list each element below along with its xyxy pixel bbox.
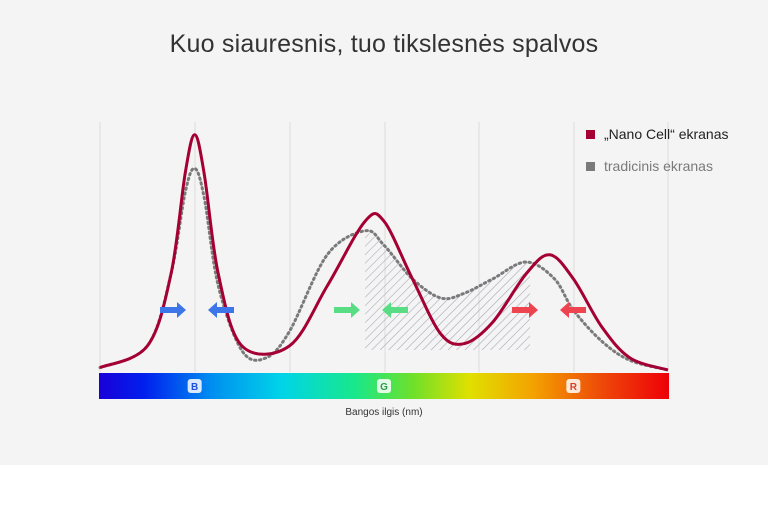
- legend-label-nano: „Nano Cell“ ekranas: [604, 126, 729, 142]
- arrow-left-red: [560, 302, 586, 318]
- legend-label-traditional: tradicinis ekranas: [604, 158, 713, 174]
- band-label-box-r: [566, 379, 581, 393]
- legend-item-nano: „Nano Cell“ ekranas: [586, 124, 729, 144]
- band-label-box-b: [187, 379, 202, 393]
- arrows: [160, 302, 586, 318]
- band-label-r: R: [570, 382, 578, 393]
- arrow-left-green: [382, 302, 408, 318]
- arrow-right-red: [512, 302, 538, 318]
- arrow-left-blue: [208, 302, 234, 318]
- band-label-box-g: [377, 379, 391, 393]
- x-axis-label: Bangos ilgis (nm): [345, 407, 423, 418]
- chart-title: Kuo siauresnis, tuo tikslesnės spalvos: [169, 30, 599, 58]
- legend-swatch-nano: [586, 129, 595, 139]
- nano-cell-series-line: [99, 133, 669, 372]
- arrow-right-green: [334, 302, 360, 318]
- band-label-g: G: [380, 382, 388, 393]
- band-label-b: B: [191, 382, 198, 393]
- arrow-right-blue: [160, 302, 186, 318]
- legend-item-traditional: tradicinis ekranas: [586, 156, 729, 176]
- traditional-series-line: [98, 166, 670, 372]
- legend-swatch-traditional: [586, 161, 595, 171]
- legend: „Nano Cell“ ekranas tradicinis ekranas: [586, 124, 729, 188]
